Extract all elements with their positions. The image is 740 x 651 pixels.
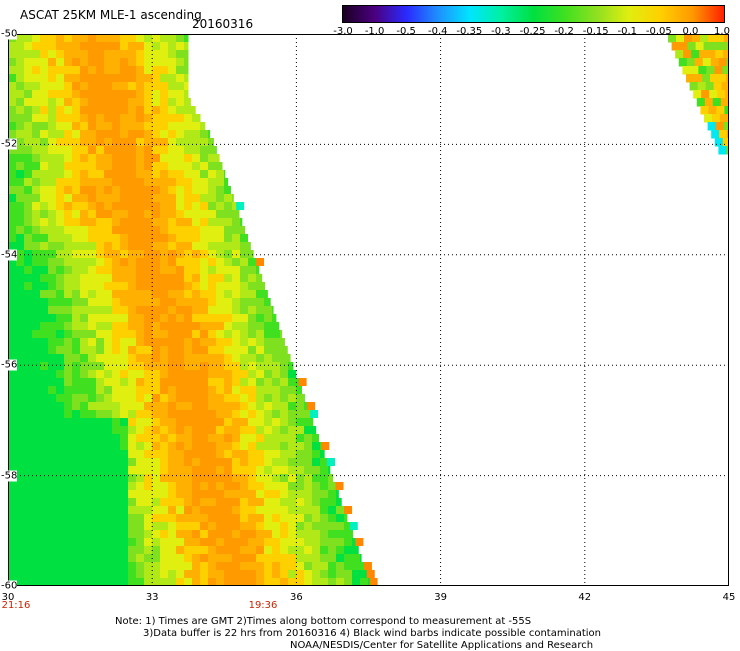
footnote-line-2: 3)Data buffer is 22 hrs from 20160316 4)… xyxy=(143,628,601,639)
y-tick-label: -60 xyxy=(1,581,17,592)
y-tick-label: -56 xyxy=(1,360,17,371)
x-tick-label: 33 xyxy=(146,592,159,603)
x-tick-label: 42 xyxy=(578,592,591,603)
y-tick-label: -50 xyxy=(1,29,17,40)
x-tick-label: 45 xyxy=(723,592,736,603)
map-plot xyxy=(8,34,729,586)
x-tick-label: 36 xyxy=(290,592,303,603)
time-label-mid: 19:36 xyxy=(249,600,278,611)
time-label-left: 21:16 xyxy=(2,600,31,611)
y-tick-label: -58 xyxy=(1,470,17,481)
x-tick-label: 39 xyxy=(434,592,447,603)
y-tick-label: -52 xyxy=(1,139,17,150)
footnote-line-3: NOAA/NESDIS/Center for Satellite Applica… xyxy=(290,640,593,651)
swath-data xyxy=(8,34,729,586)
y-tick-label: -54 xyxy=(1,249,17,260)
footnote-line-1: Note: 1) Times are GMT 2)Times along bot… xyxy=(115,616,531,627)
colorbar xyxy=(342,5,725,23)
map-date: 20160316 xyxy=(192,17,253,31)
map-title: ASCAT 25KM MLE-1 ascending xyxy=(20,8,202,22)
